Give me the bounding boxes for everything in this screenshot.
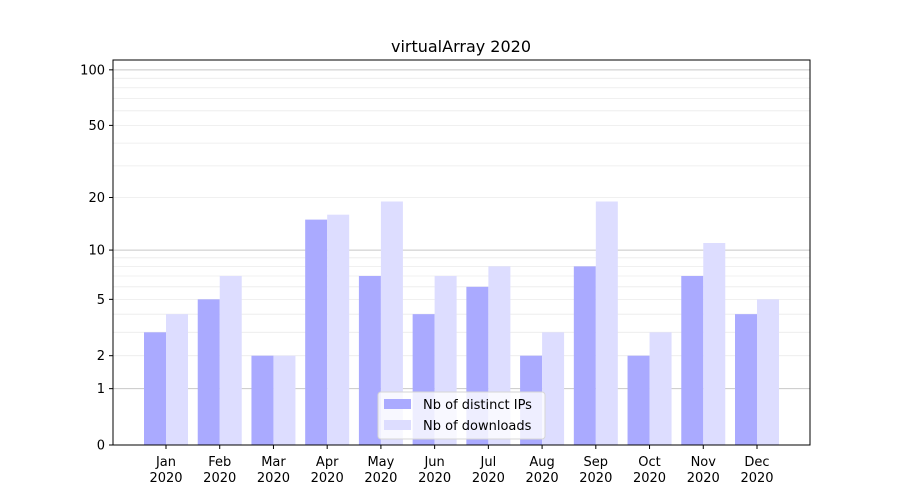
legend-label: Nb of downloads xyxy=(423,419,532,434)
bar-downloads xyxy=(703,243,726,445)
chart-title: virtualArray 2020 xyxy=(391,37,531,56)
bar-distinct-ips xyxy=(144,332,166,445)
bar-distinct-ips xyxy=(735,314,757,445)
x-tick-label: Mar 2020 xyxy=(257,455,290,486)
bar-distinct-ips xyxy=(627,355,650,445)
x-tick-label: Apr 2020 xyxy=(311,455,344,486)
y-tick-label: 1 xyxy=(97,382,105,397)
bar-distinct-ips xyxy=(681,275,704,445)
bar-downloads xyxy=(757,299,779,445)
x-axis: Jan 2020 Feb 2020 Mar 2020 Apr 2020 May 2020 Jun 20… xyxy=(149,445,774,486)
y-tick-label: 100 xyxy=(80,63,105,78)
y-tick-label: 5 xyxy=(97,293,105,308)
y-tick-label: 10 xyxy=(88,244,105,259)
bar-distinct-ips xyxy=(358,275,381,445)
x-tick-label: Dec 2020 xyxy=(740,455,773,486)
bar-downloads xyxy=(166,314,188,445)
bar-downloads xyxy=(273,355,296,445)
x-tick-label: Oct 2020 xyxy=(633,455,666,486)
x-tick-label: Jun 2020 xyxy=(418,455,451,486)
bar-downloads xyxy=(595,201,618,445)
bar-distinct-ips xyxy=(305,219,328,445)
x-tick-label: Aug 2020 xyxy=(526,455,559,486)
bar-distinct-ips xyxy=(197,299,220,445)
y-tick-label: 0 xyxy=(97,439,105,454)
y-tick-label: 20 xyxy=(88,191,105,206)
y-axis: 0 1 2 5 10 20 50 100 xyxy=(80,63,113,454)
bar-downloads xyxy=(542,332,565,445)
legend: Nb of distinct IPs Nb of downloads xyxy=(377,391,546,440)
legend-swatch xyxy=(384,399,411,409)
x-tick-label: May 2020 xyxy=(364,455,397,486)
y-tick-label: 50 xyxy=(88,119,105,134)
bar-downloads xyxy=(327,214,350,445)
bar-downloads xyxy=(649,332,672,445)
legend-frame xyxy=(377,391,546,440)
x-tick-label: Feb 2020 xyxy=(203,455,236,486)
bar-distinct-ips xyxy=(573,266,596,445)
x-tick-label: Sep 2020 xyxy=(579,455,612,486)
bar-downloads xyxy=(219,275,242,445)
x-tick-label: Jul 2020 xyxy=(472,455,505,486)
y-tick-label: 2 xyxy=(97,349,105,364)
bar-downloads xyxy=(380,201,403,445)
x-tick-label: Nov 2020 xyxy=(687,455,720,486)
legend-label: Nb of distinct IPs xyxy=(423,398,532,413)
legend-swatch xyxy=(384,420,411,430)
x-tick-label: Jan 2020 xyxy=(149,455,182,486)
plot-frame xyxy=(112,59,811,446)
bar-distinct-ips xyxy=(251,355,274,445)
